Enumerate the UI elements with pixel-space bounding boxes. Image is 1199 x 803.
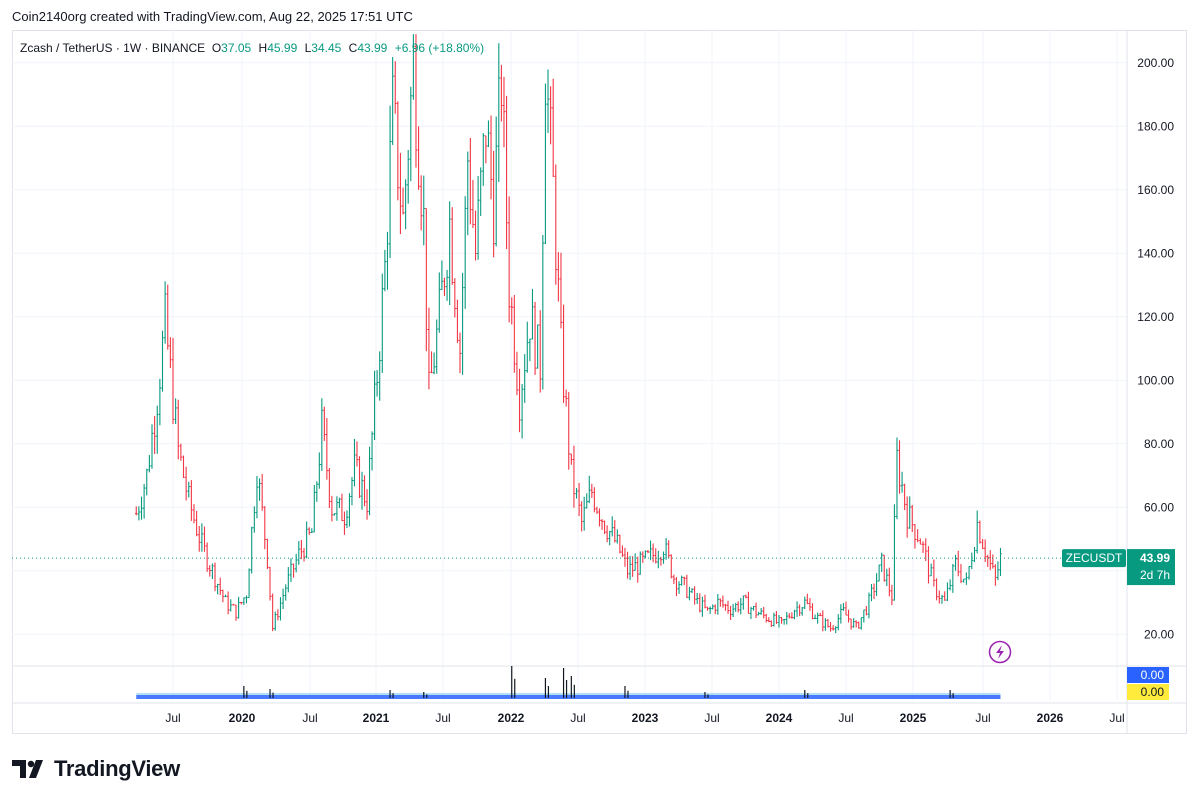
price-tags: ZECUSDT 43.99 2d 7h 0.00 0.00 [988, 549, 1175, 700]
chart-frame[interactable] [12, 30, 1187, 734]
x-tick-label: 2020 [229, 711, 256, 725]
open-value: 37.05 [221, 41, 252, 55]
y-tick-label: 140.00 [1137, 246, 1174, 260]
y-tick-label: 20.00 [1144, 627, 1174, 641]
open-label: O [211, 41, 222, 55]
y-tick-label: 200.00 [1137, 56, 1174, 70]
low-value: 34.45 [311, 41, 342, 55]
volume-tag-b-value: 0.00 [1141, 685, 1165, 699]
x-tick-label: Jul [435, 711, 450, 725]
volume-tag-b [1127, 684, 1169, 700]
volume-tag-a [1127, 667, 1169, 683]
x-tick-label: 2021 [363, 711, 390, 725]
y-tick-label: 180.00 [1137, 119, 1174, 133]
x-tick-label: Jul [975, 711, 990, 725]
volume-ma-band [136, 695, 1001, 699]
lightning-icon[interactable] [988, 640, 1012, 664]
price-tag-countdown: 2d 7h [1140, 568, 1170, 582]
tradingview-logo-icon [12, 760, 43, 778]
x-tick-label: Jul [704, 711, 719, 725]
x-tick-label: Jul [838, 711, 853, 725]
close-value: 43.99 [357, 41, 388, 55]
x-tick-label: 2022 [498, 711, 525, 725]
tradingview-logo[interactable]: TradingView [12, 756, 180, 782]
y-tick-label: 120.00 [1137, 310, 1174, 324]
symbol-name: Zcash / TetherUS · 1W · BINANCE [20, 41, 206, 55]
x-tick-label: Jul [165, 711, 180, 725]
x-tick-label: Jul [570, 711, 585, 725]
x-tick-label: 2023 [632, 711, 659, 725]
candle-series [12, 34, 1127, 634]
volume-pane [136, 666, 1001, 699]
grid-lines [12, 31, 1187, 734]
close-label: C [348, 41, 358, 55]
high-value: 45.99 [267, 41, 298, 55]
price-tag [1127, 549, 1175, 586]
y-tick-label: 60.00 [1144, 500, 1174, 514]
x-tick-label: 2025 [900, 711, 927, 725]
high-label: H [258, 41, 268, 55]
x-tick-label: Jul [302, 711, 317, 725]
volume-tag-a-value: 0.00 [1141, 668, 1165, 682]
ticker-tag [1062, 549, 1126, 568]
tradingview-wordmark: TradingView [54, 756, 180, 781]
low-label: L [304, 41, 312, 55]
price-tag-value: 43.99 [1140, 551, 1170, 565]
y-tick-label: 160.00 [1137, 183, 1174, 197]
x-tick-label: 2026 [1037, 711, 1064, 725]
x-tick-label: 2024 [766, 711, 793, 725]
y-tick-label: 100.00 [1137, 373, 1174, 387]
time-axis[interactable]: Jul 2020 Jul 2021 Jul 2022 Jul 2023 Jul 2024 Jul 20… [165, 711, 1124, 725]
chart-attribution: Coin2140org created with TradingView.com… [12, 9, 413, 24]
x-tick-label: Jul [1109, 711, 1124, 725]
volume-ma-band-upper [136, 693, 1001, 695]
symbol-legend: Zcash / TetherUS · 1W · BINANCE O37.05 H… [20, 41, 484, 55]
change-value: +6.96 (+18.80%) [394, 41, 485, 55]
y-tick-label: 80.00 [1144, 437, 1174, 451]
ticker-tag-label: ZECUSDT [1066, 551, 1123, 565]
